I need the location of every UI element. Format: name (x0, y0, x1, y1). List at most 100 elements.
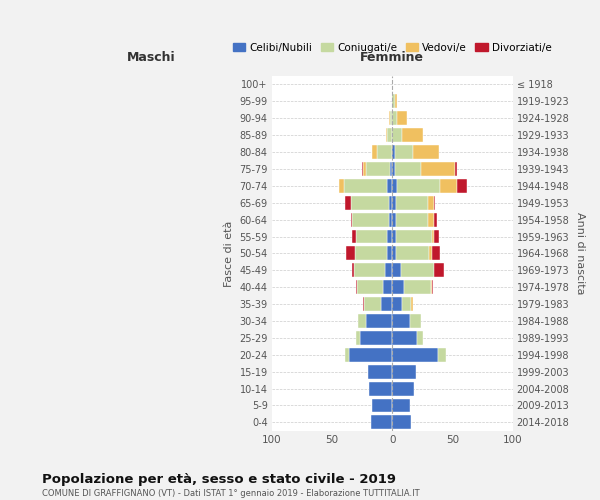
Bar (352, 230, 356, 243)
Bar (402, 297, 412, 311)
Bar (392, 94, 395, 108)
Bar (395, 94, 397, 108)
Y-axis label: Fasce di età: Fasce di età (224, 220, 234, 286)
Bar (396, 196, 428, 209)
Bar (392, 297, 402, 311)
Bar (428, 196, 434, 209)
Bar (392, 314, 410, 328)
Bar (365, 162, 390, 176)
Bar (392, 416, 412, 430)
Bar (383, 280, 392, 294)
Bar (434, 230, 439, 243)
Bar (396, 246, 430, 260)
Bar (401, 264, 434, 277)
Bar (364, 297, 382, 311)
Text: Femmine: Femmine (360, 50, 424, 64)
Bar (358, 314, 365, 328)
Bar (430, 246, 432, 260)
Bar (356, 331, 359, 345)
Bar (392, 230, 396, 243)
Bar (356, 280, 357, 294)
Text: COMUNE DI GRAFFIGNANO (VT) - Dati ISTAT 1° gennaio 2019 - Elaborazione TUTTITALI: COMUNE DI GRAFFIGNANO (VT) - Dati ISTAT … (42, 489, 419, 498)
Bar (396, 230, 432, 243)
Bar (345, 348, 349, 362)
Bar (344, 179, 388, 193)
Bar (377, 145, 392, 159)
Bar (392, 145, 395, 159)
Text: Popolazione per età, sesso e stato civile - 2019: Popolazione per età, sesso e stato civil… (42, 472, 396, 486)
Bar (418, 331, 424, 345)
Legend: Celibi/Nubili, Coniugati/e, Vedovi/e, Divorziati/e: Celibi/Nubili, Coniugati/e, Vedovi/e, Di… (229, 38, 556, 57)
Bar (432, 230, 434, 243)
Bar (402, 128, 424, 142)
Bar (372, 145, 377, 159)
Bar (392, 179, 397, 193)
Bar (392, 331, 418, 345)
Bar (395, 145, 413, 159)
Bar (351, 212, 352, 226)
Bar (386, 128, 388, 142)
Bar (395, 162, 421, 176)
Bar (346, 246, 355, 260)
Bar (382, 297, 392, 311)
Bar (355, 246, 388, 260)
Y-axis label: Anni di nascita: Anni di nascita (575, 212, 585, 294)
Bar (432, 280, 433, 294)
Bar (349, 348, 392, 362)
Bar (389, 196, 392, 209)
Bar (390, 112, 392, 125)
Bar (392, 212, 396, 226)
Bar (457, 179, 467, 193)
Bar (339, 179, 344, 193)
Bar (431, 280, 432, 294)
Bar (388, 179, 392, 193)
Bar (392, 246, 396, 260)
Bar (362, 162, 363, 176)
Bar (351, 196, 389, 209)
Bar (388, 246, 392, 260)
Bar (428, 212, 434, 226)
Bar (363, 162, 365, 176)
Bar (392, 382, 414, 396)
Bar (392, 196, 396, 209)
Bar (390, 162, 392, 176)
Bar (392, 365, 416, 378)
Bar (412, 297, 413, 311)
Bar (356, 230, 388, 243)
Bar (388, 230, 392, 243)
Bar (392, 264, 401, 277)
Text: Maschi: Maschi (127, 50, 176, 64)
Bar (352, 212, 389, 226)
Bar (370, 382, 392, 396)
Bar (421, 162, 455, 176)
Bar (434, 212, 437, 226)
Bar (392, 398, 410, 412)
Bar (413, 145, 439, 159)
Bar (385, 264, 392, 277)
Bar (353, 264, 385, 277)
Bar (359, 331, 392, 345)
Bar (363, 297, 364, 311)
Bar (434, 196, 436, 209)
Bar (397, 112, 407, 125)
Bar (438, 348, 446, 362)
Bar (432, 246, 440, 260)
Bar (440, 179, 457, 193)
Bar (389, 112, 390, 125)
Bar (389, 212, 392, 226)
Bar (392, 280, 404, 294)
Bar (372, 398, 392, 412)
Bar (388, 128, 392, 142)
Bar (392, 128, 402, 142)
Bar (455, 162, 457, 176)
Bar (410, 314, 421, 328)
Bar (352, 264, 353, 277)
Bar (357, 280, 383, 294)
Bar (368, 365, 392, 378)
Bar (392, 162, 395, 176)
Bar (404, 280, 431, 294)
Bar (365, 314, 392, 328)
Bar (397, 179, 440, 193)
Bar (392, 112, 397, 125)
Bar (396, 212, 428, 226)
